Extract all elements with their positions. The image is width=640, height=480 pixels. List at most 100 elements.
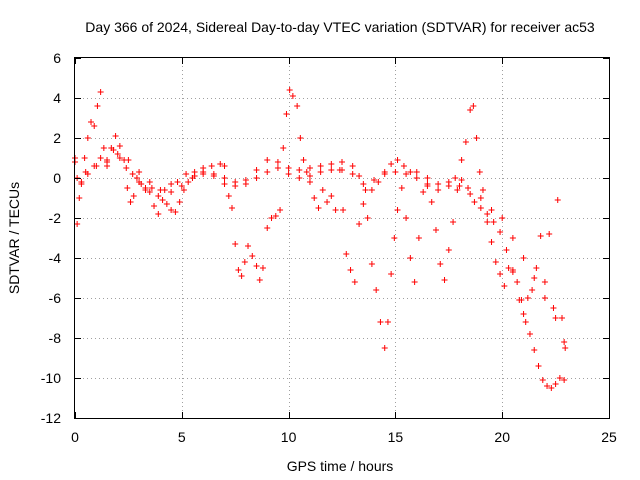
data-point-plus [546, 231, 553, 237]
data-point-plus [535, 363, 542, 369]
data-point-plus [524, 295, 531, 301]
data-point-plus [163, 201, 170, 207]
data-point-plus [470, 103, 477, 109]
data-point-plus [445, 183, 452, 189]
data-point-plus [554, 197, 561, 203]
data-point-plus [488, 239, 495, 245]
data-point-plus [349, 171, 356, 177]
chart-title: Day 366 of 2024, Sidereal Day-to-day VTE… [85, 19, 595, 35]
data-point-plus [364, 215, 371, 221]
data-point-plus [300, 157, 307, 163]
data-point-plus [116, 155, 123, 161]
data-point-plus [413, 169, 420, 175]
data-point-plus [94, 103, 101, 109]
data-point-plus [180, 187, 187, 193]
data-point-plus [217, 161, 224, 167]
data-point-plus [375, 179, 382, 185]
data-point-plus [176, 199, 183, 205]
data-point-plus [561, 339, 568, 345]
data-point-plus [208, 163, 215, 169]
data-point-plus [484, 219, 491, 225]
y-tick-label: -4 [49, 250, 62, 266]
data-point-plus [296, 175, 303, 181]
series-group [72, 87, 568, 391]
data-point-plus [88, 119, 95, 125]
data-point-plus [514, 279, 521, 285]
data-point-plus [168, 207, 175, 213]
data-point-plus [499, 215, 506, 221]
data-point-plus [428, 199, 435, 205]
data-point-plus [253, 263, 260, 269]
data-point-plus [544, 383, 551, 389]
data-point-plus [420, 189, 427, 195]
data-point-plus [172, 209, 179, 215]
data-point-plus [477, 195, 484, 201]
data-point-plus [116, 143, 123, 149]
data-point-plus [343, 251, 350, 257]
data-point-plus [392, 169, 399, 175]
y-axis-label: SDTVAR / TECUs [6, 182, 22, 294]
data-point-plus [445, 247, 452, 253]
data-point-plus [253, 175, 260, 181]
data-point-plus [221, 163, 228, 169]
data-point-plus [432, 227, 439, 233]
data-point-plus [228, 205, 235, 211]
data-point-plus [522, 319, 529, 325]
data-point-plus [394, 157, 401, 163]
data-point-plus [303, 169, 310, 175]
data-point-plus [146, 179, 153, 185]
data-point-plus [381, 171, 388, 177]
data-point-plus [114, 151, 121, 157]
data-point-plus [168, 189, 175, 195]
data-point-plus [526, 331, 533, 337]
data-point-plus [476, 169, 483, 175]
data-point-plus [394, 207, 401, 213]
data-point-plus [531, 347, 538, 353]
data-point-plus [473, 135, 480, 141]
x-tick-label: 20 [494, 429, 510, 445]
data-point-plus [189, 175, 196, 181]
data-point-plus [400, 163, 407, 169]
data-point-plus [232, 241, 239, 247]
y-tick-label: -2 [49, 210, 62, 226]
data-point-plus [391, 235, 398, 241]
data-point-plus [497, 271, 504, 277]
data-point-plus [529, 287, 536, 293]
data-point-plus [349, 163, 356, 169]
data-point-plus [497, 229, 504, 235]
data-point-plus [155, 211, 162, 217]
data-point-plus [93, 163, 100, 169]
data-point-plus [371, 177, 378, 183]
data-point-plus [454, 187, 461, 193]
data-point-plus [127, 199, 134, 205]
data-point-plus [272, 213, 279, 219]
data-point-plus [259, 265, 266, 271]
x-tick-label: 15 [388, 429, 404, 445]
data-point-plus [125, 157, 132, 163]
data-point-plus [452, 175, 459, 181]
data-point-plus [356, 173, 363, 179]
x-tick-label: 5 [178, 429, 186, 445]
data-point-plus [306, 165, 313, 171]
data-point-plus [285, 171, 292, 177]
data-point-plus [384, 319, 391, 325]
data-point-plus [286, 87, 293, 93]
data-point-plus [368, 261, 375, 267]
data-point-plus [479, 187, 486, 193]
data-point-plus [245, 243, 252, 249]
y-tick-label: -6 [49, 290, 62, 306]
data-point-plus [398, 185, 405, 191]
data-point-plus [413, 175, 420, 181]
data-point-plus [509, 235, 516, 241]
x-tick-label: 10 [281, 429, 297, 445]
data-point-plus [130, 193, 137, 199]
data-point-plus [356, 221, 363, 227]
data-point-plus [471, 199, 478, 205]
y-tick-label: -12 [41, 410, 61, 426]
data-point-plus [306, 173, 313, 179]
data-point-plus [242, 181, 249, 187]
data-point-plus [285, 165, 292, 171]
data-point-plus [360, 201, 367, 207]
data-point-plus [339, 159, 345, 165]
data-point-plus [221, 175, 228, 181]
